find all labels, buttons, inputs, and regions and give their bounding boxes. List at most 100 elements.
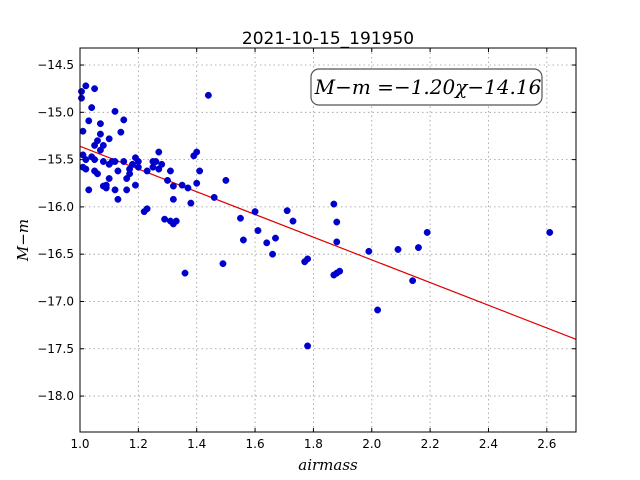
chart-title: 2021-10-15_191950	[242, 29, 414, 49]
data-point	[161, 215, 169, 223]
data-point	[143, 205, 151, 213]
data-point	[105, 175, 113, 182]
y-tick-label: −16.0	[37, 200, 74, 214]
data-point	[239, 236, 247, 244]
data-point	[365, 247, 373, 255]
data-point	[120, 158, 128, 165]
data-point	[131, 181, 139, 189]
data-point	[134, 163, 142, 171]
data-point	[96, 130, 104, 138]
data-point	[272, 234, 279, 242]
data-point	[117, 128, 125, 136]
data-point	[330, 200, 338, 208]
fit-annotation: M−m =−1.20χ−14.16	[310, 68, 543, 106]
x-tick-label: 1.0	[70, 437, 89, 451]
data-point	[158, 160, 166, 168]
y-tick-label: −18.0	[37, 389, 74, 403]
data-point	[99, 158, 107, 165]
data-point	[178, 181, 186, 189]
data-point	[96, 120, 104, 128]
data-point	[237, 214, 244, 222]
data-point	[85, 186, 93, 194]
data-point	[94, 170, 101, 178]
data-point	[120, 116, 128, 124]
data-point	[423, 228, 431, 236]
data-point	[78, 88, 85, 95]
data-point	[82, 82, 90, 90]
data-point	[102, 181, 110, 189]
data-point	[409, 277, 417, 285]
data-point	[204, 91, 212, 99]
data-point	[374, 306, 382, 314]
data-point	[193, 179, 201, 187]
x-tick-label: 2.6	[537, 437, 556, 451]
data-point	[91, 85, 99, 93]
data-point	[78, 94, 85, 102]
x-tick-label: 2.4	[479, 437, 498, 451]
data-point	[263, 239, 271, 247]
y-tick-labels: −14.5 −15.0 −15.5 −16.0 −16.5 −17.0 −17.5 −18.0	[37, 58, 74, 403]
data-point	[336, 267, 344, 275]
data-point	[196, 167, 204, 175]
data-point	[91, 156, 99, 164]
data-point	[111, 107, 119, 115]
data-point	[169, 182, 177, 190]
y-tick-label: −16.5	[37, 247, 74, 261]
data-point	[304, 342, 312, 350]
data-point	[222, 176, 230, 184]
data-point	[172, 217, 180, 225]
data-point	[82, 156, 90, 164]
data-point	[333, 238, 341, 246]
data-point	[123, 186, 131, 194]
grid-lines	[79, 48, 576, 432]
x-tick-label: 2.2	[421, 437, 440, 451]
y-tick-label: −17.0	[37, 294, 74, 308]
y-tick-label: −17.5	[37, 342, 74, 356]
y-tick-label: −15.0	[37, 105, 74, 119]
data-point	[88, 104, 96, 112]
data-point	[283, 207, 291, 215]
data-point	[99, 141, 107, 149]
data-point	[187, 199, 195, 207]
data-point	[184, 184, 192, 192]
annotation-text: M−m =−1.20χ−14.16	[314, 75, 542, 99]
data-point	[79, 127, 87, 135]
data-point	[289, 217, 297, 225]
fit-line	[79, 145, 577, 340]
data-points	[78, 82, 554, 350]
data-point	[85, 117, 93, 125]
data-point	[111, 186, 119, 194]
data-point	[181, 269, 189, 277]
data-point	[251, 208, 259, 216]
data-point	[269, 250, 277, 258]
data-point	[394, 246, 402, 253]
x-axis-label: airmass	[298, 456, 358, 474]
y-axis-label: M−m	[14, 219, 32, 262]
data-point	[304, 255, 312, 263]
plot-frame	[79, 47, 577, 433]
data-point	[219, 260, 227, 268]
data-point	[169, 195, 177, 203]
y-tick-label: −15.5	[37, 153, 74, 167]
x-tick-label: 1.6	[246, 437, 265, 451]
y-tick-label: −14.5	[37, 58, 74, 72]
data-point	[82, 165, 90, 173]
annotation-box	[310, 68, 543, 106]
data-point	[114, 195, 122, 203]
data-point	[193, 148, 201, 156]
data-point	[166, 167, 174, 175]
data-point	[152, 158, 160, 165]
data-point	[155, 148, 163, 156]
x-tick-labels: 1.0 1.2 1.4 1.6 1.8 2.0 2.2 2.4 2.6	[70, 437, 556, 451]
x-tick-label: 1.4	[187, 437, 206, 451]
data-point	[546, 228, 554, 236]
data-point	[143, 167, 151, 175]
data-point	[333, 218, 341, 226]
x-tick-label: 1.2	[129, 437, 148, 451]
data-point	[164, 176, 171, 184]
x-tick-label: 2.0	[362, 437, 381, 451]
data-point	[414, 244, 422, 252]
data-point	[254, 227, 262, 234]
data-point	[111, 158, 119, 165]
